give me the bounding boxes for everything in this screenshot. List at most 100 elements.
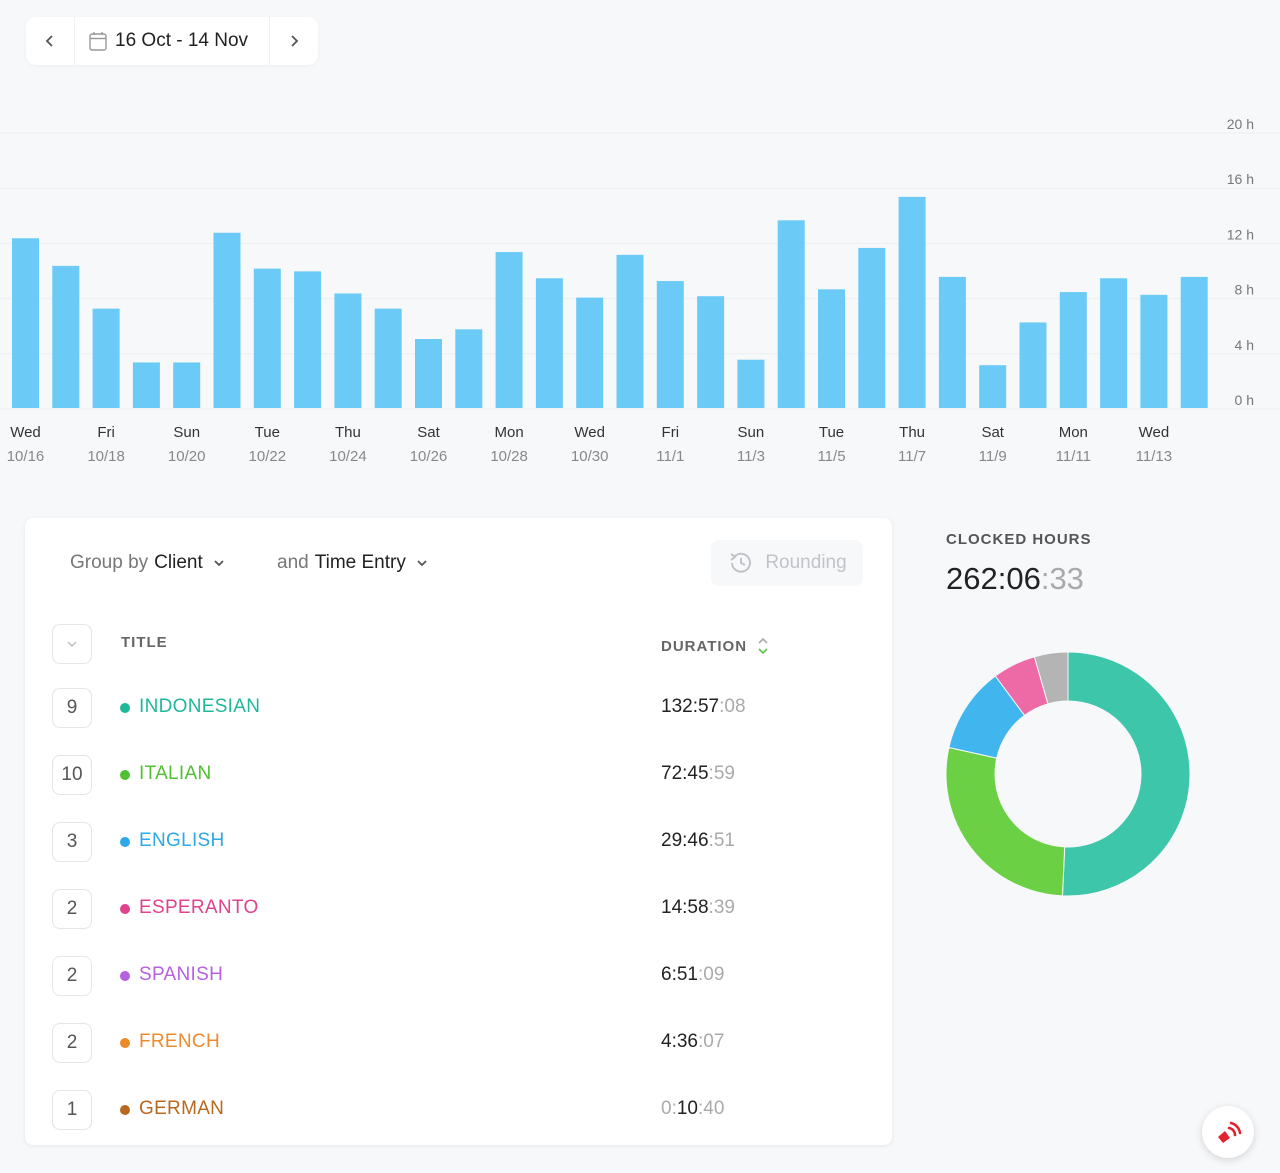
bar-10-18[interactable] [92, 308, 120, 408]
date-range-button[interactable]: 16 Oct - 14 Nov [74, 17, 270, 65]
x-tick-day: Fri [662, 424, 680, 441]
bar-11-1[interactable] [656, 281, 684, 408]
x-tick-date: 10/20 [168, 448, 206, 465]
x-tick-day: Sat [417, 424, 440, 441]
duration-main: 29:46 [661, 830, 709, 851]
report-card: Group by Client and Time Entry Rounding … [25, 518, 892, 1145]
x-tick-day: Tue [255, 424, 280, 441]
bar-10-24[interactable] [334, 293, 362, 408]
row-duration: 14:58:39 [661, 897, 735, 919]
signal-fab-button[interactable] [1202, 1106, 1254, 1158]
bar-11-4[interactable] [777, 220, 805, 408]
duration-main: 10 [676, 1098, 698, 1119]
x-tick-day: Sun [738, 424, 765, 441]
date-range-label: 16 Oct - 14 Nov [115, 30, 249, 51]
duration-prefix: 0: [661, 1098, 677, 1119]
bar-10-31[interactable] [616, 254, 644, 408]
bar-11-3[interactable] [737, 359, 765, 408]
row-entry-count[interactable]: 2 [52, 1023, 92, 1063]
subgroup-value: Time Entry [314, 552, 406, 573]
table-row: 2 ESPERANTO 14:58:39 [25, 889, 892, 956]
expand-all-button[interactable] [52, 624, 92, 664]
x-tick-day: Tue [819, 424, 844, 441]
row-duration: 4:36:07 [661, 1031, 724, 1053]
next-range-button[interactable] [270, 17, 318, 65]
client-name[interactable]: FRENCH [139, 1031, 220, 1052]
y-tick-label: 0 h [1235, 392, 1254, 408]
bar-10-21[interactable] [213, 232, 241, 408]
bar-11-7[interactable] [898, 196, 926, 408]
bar-10-23[interactable] [294, 271, 322, 408]
rounding-button[interactable]: Rounding [711, 540, 863, 586]
bar-11-12[interactable] [1100, 278, 1128, 408]
daily-hours-bar-chart: 0 h 4 h 8 h 12 h 16 h 20 h Wed 10/16 Fri 10/18 Sun… [0, 116, 1280, 465]
bar-11-6[interactable] [858, 247, 886, 408]
row-entry-count[interactable]: 1 [52, 1090, 92, 1130]
table-row: 2 FRENCH 4:36:07 [25, 1023, 892, 1090]
rounding-label: Rounding [765, 552, 847, 573]
row-duration: 72:45:59 [661, 763, 735, 785]
donut-slice-other[interactable] [1033, 651, 1069, 705]
bar-10-19[interactable] [132, 362, 160, 408]
bar-11-9[interactable] [979, 365, 1007, 408]
bar-10-20[interactable] [173, 362, 201, 408]
bar-11-13[interactable] [1140, 294, 1168, 408]
bar-10-27[interactable] [455, 329, 483, 408]
duration-seconds: :59 [708, 763, 735, 784]
client-name[interactable]: INDONESIAN [139, 696, 261, 717]
client-name[interactable]: SPANISH [139, 964, 224, 985]
bar-11-8[interactable] [938, 276, 966, 408]
row-entry-count[interactable]: 2 [52, 889, 92, 929]
bar-10-29[interactable] [535, 278, 563, 408]
duration-seconds: :07 [697, 1031, 725, 1052]
duration-seconds: :09 [697, 964, 725, 985]
client-color-dot [120, 1105, 130, 1115]
client-share-donut-chart [945, 651, 1191, 897]
bar-10-26[interactable] [415, 339, 442, 408]
x-tick-day: Wed [1139, 424, 1170, 441]
calendar-icon [89, 32, 107, 51]
bar-10-25[interactable] [374, 308, 402, 408]
row-entry-count[interactable]: 10 [52, 755, 92, 795]
bar-10-17[interactable] [52, 265, 80, 408]
bar-10-30[interactable] [576, 297, 604, 408]
history-icon [730, 552, 752, 573]
y-tick-label: 12 h [1227, 226, 1254, 242]
client-name[interactable]: ITALIAN [139, 763, 212, 784]
bar-10-16[interactable] [12, 238, 39, 408]
duration-seconds: :39 [708, 897, 735, 918]
duration-main: 72:45 [661, 763, 709, 784]
bar-11-10[interactable] [1019, 322, 1047, 408]
donut-slice-indonesian[interactable] [1061, 651, 1191, 897]
y-tick-label: 4 h [1235, 337, 1254, 353]
subgroup-dropdown[interactable]: and Time Entry [277, 552, 432, 574]
row-entry-count[interactable]: 3 [52, 822, 92, 862]
x-tick-date: 10/16 [7, 448, 45, 465]
client-name[interactable]: ESPERANTO [139, 897, 259, 918]
row-entry-count[interactable]: 9 [52, 688, 92, 728]
y-tick-label: 8 h [1235, 282, 1254, 298]
x-tick-day: Wed [10, 424, 41, 441]
donut-slice-italian[interactable] [945, 746, 1066, 897]
x-tick-date: 10/22 [249, 448, 287, 465]
bar-10-28[interactable] [495, 252, 523, 408]
bar-11-11[interactable] [1059, 292, 1087, 408]
bar-11-14[interactable] [1180, 276, 1208, 408]
client-color-dot [120, 837, 130, 847]
client-name[interactable]: ENGLISH [139, 830, 225, 851]
group-by-dropdown[interactable]: Group by Client [70, 552, 229, 574]
column-duration-sort[interactable]: DURATION [661, 636, 769, 656]
duration-main: 14:58 [661, 897, 709, 918]
bar-11-5[interactable] [818, 289, 845, 408]
column-title: TITLE [121, 634, 168, 651]
client-color-dot [120, 703, 130, 713]
client-name[interactable]: GERMAN [139, 1098, 225, 1119]
table-row: 2 SPANISH 6:51:09 [25, 956, 892, 1023]
date-range-picker: 16 Oct - 14 Nov [26, 17, 318, 65]
x-tick-date: 10/28 [490, 448, 528, 465]
prev-range-button[interactable] [26, 17, 74, 65]
row-entry-count[interactable]: 2 [52, 956, 92, 996]
bar-10-22[interactable] [253, 268, 281, 408]
bar-11-2[interactable] [697, 296, 725, 408]
x-tick-day: Sat [981, 424, 1004, 441]
